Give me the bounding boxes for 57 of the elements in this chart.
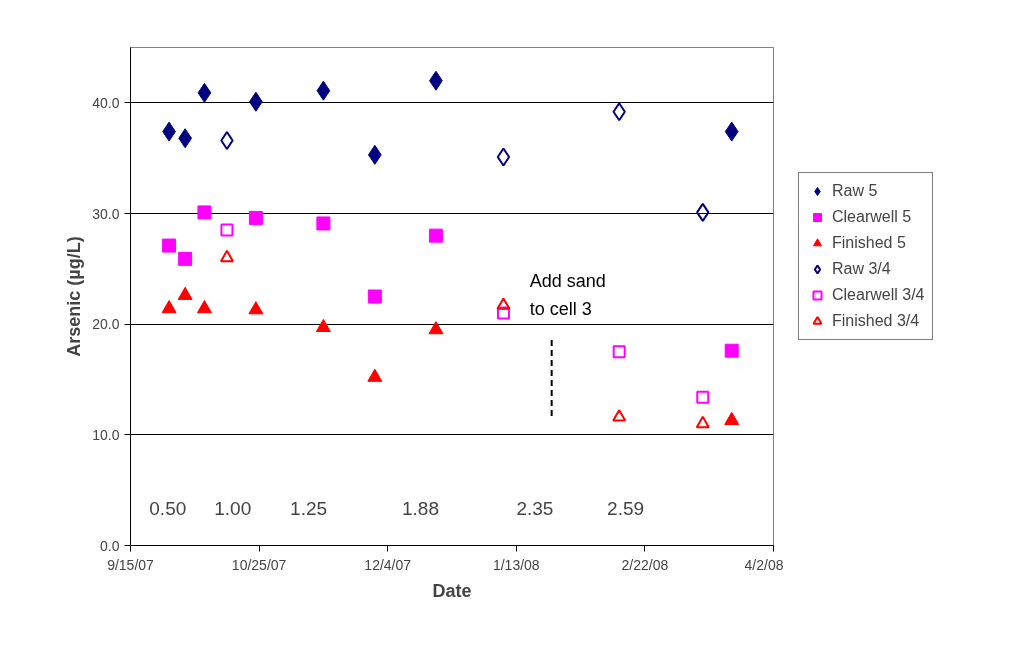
- point: [220, 223, 234, 237]
- point: [612, 102, 626, 122]
- y-tick-label: 0.0: [100, 537, 120, 554]
- y-tick-label: 40.0: [92, 94, 120, 111]
- point: [612, 345, 626, 359]
- point: [696, 390, 710, 404]
- legend-label: Clearwell 3/4: [832, 286, 925, 304]
- legend-label: Clearwell 5: [832, 208, 912, 226]
- legend-label: Finished 5: [832, 234, 906, 252]
- ref-line-label: Add sand to cell 3: [529, 270, 606, 319]
- x-tick-label: 2/22/08: [621, 556, 669, 573]
- x-tick-label: 1/13/08: [492, 556, 540, 573]
- point: [248, 210, 263, 225]
- point: [724, 121, 739, 142]
- point: [612, 409, 627, 422]
- legend-label: Raw 5: [832, 182, 878, 200]
- point: [162, 238, 177, 253]
- point: [196, 300, 212, 314]
- annotation: 2.59: [607, 498, 645, 519]
- point: [197, 205, 212, 220]
- point: [220, 130, 234, 150]
- x-tick-label: 10/25/07: [231, 556, 287, 573]
- point: [696, 202, 710, 222]
- point: [724, 411, 740, 425]
- point: [428, 228, 443, 243]
- point: [724, 343, 739, 358]
- point: [316, 80, 331, 101]
- point: [248, 301, 264, 315]
- x-tick-label: 4/2/08: [744, 556, 784, 573]
- annotation: 1.25: [290, 498, 328, 519]
- legend-label: Finished 3/4: [832, 312, 920, 330]
- annotation: 2.35: [516, 498, 554, 519]
- y-tick-label: 30.0: [92, 205, 120, 222]
- point: [316, 216, 331, 231]
- point: [367, 368, 383, 382]
- x-tick-label: 9/15/07: [107, 556, 155, 573]
- annotation: 1.88: [402, 498, 439, 519]
- x-axis-title: Date: [432, 580, 472, 601]
- annotation: 1.00: [214, 498, 252, 519]
- point: [161, 300, 177, 314]
- point: [496, 147, 511, 167]
- point: [197, 82, 212, 103]
- point: [177, 286, 193, 300]
- y-tick-label: 20.0: [92, 316, 120, 333]
- point: [367, 289, 382, 304]
- y-tick-label: 10.0: [92, 426, 120, 443]
- point: [219, 249, 234, 263]
- point: [695, 415, 710, 429]
- legend-label: Raw 3/4: [832, 260, 891, 278]
- annotation: 0.50: [149, 498, 187, 519]
- point: [178, 251, 193, 266]
- y-axis-title: Arsenic (µg/L): [64, 236, 85, 357]
- point: [496, 306, 510, 320]
- x-tick-label: 12/4/07: [364, 556, 412, 573]
- point: [496, 297, 511, 310]
- point: [428, 321, 444, 335]
- point: [315, 318, 331, 333]
